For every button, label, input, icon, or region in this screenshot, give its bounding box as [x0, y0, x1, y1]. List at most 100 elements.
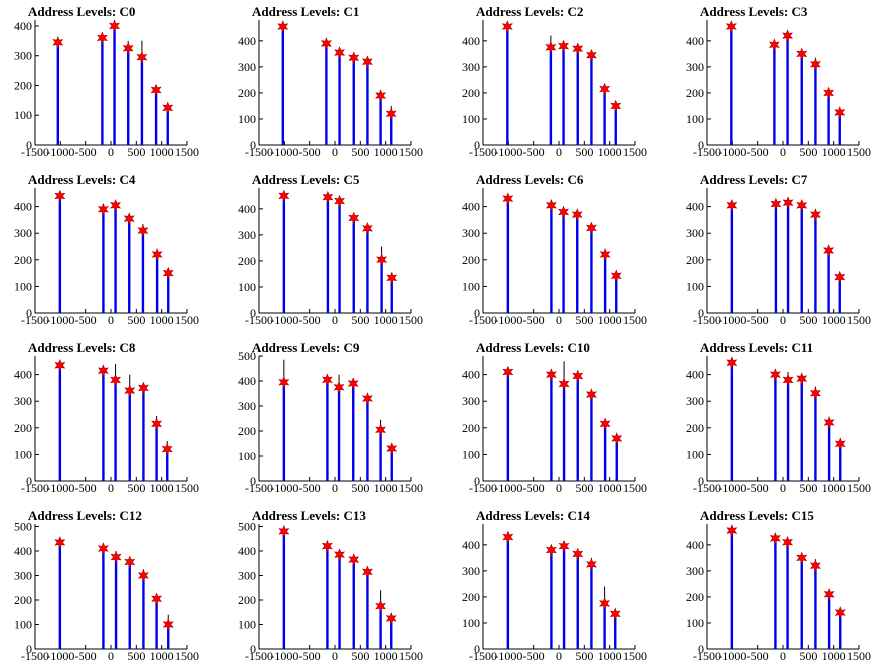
bar — [730, 205, 734, 313]
bar — [155, 423, 158, 481]
y-tick-label: 100 — [238, 449, 256, 463]
chart-svg: 0 100 200 300 400 -1500-1000 -500 0 500 1000 1500 — [238, 188, 423, 327]
x-tick-label: -1500 — [245, 481, 273, 495]
y-tick-label: 500 — [238, 349, 256, 363]
x-tick-label: 500 — [351, 313, 369, 327]
chart-panel: 0 100 200 300 400 -1500 -1000 -500 0 500 1000 1500 A… — [672, 0, 896, 168]
y-tick-label: 0 — [474, 138, 480, 152]
chart-title: Address Levels: C13 — [252, 508, 366, 523]
chart-title: Address Levels: C8 — [28, 340, 136, 355]
star-marker — [610, 269, 622, 283]
y-tick-label: 200 — [686, 421, 704, 435]
x-tick-label: 0 — [780, 145, 786, 159]
star-marker — [571, 208, 583, 221]
star-marker — [796, 372, 808, 385]
star-marker — [122, 41, 134, 55]
chart-panel: 0 100 200 300 400 -1500 -1000 -500 0 500 1000 1500 A… — [0, 336, 224, 504]
star-marker — [124, 555, 136, 569]
star-marker — [782, 196, 794, 209]
chart-svg: 0 100 200 300 400 -1500-1000 -500 0 500 1000 1500 — [14, 356, 199, 495]
star-marker — [136, 50, 148, 64]
y-tick-label: 0 — [474, 642, 480, 656]
bar — [166, 449, 169, 481]
x-tick-label: -500 — [747, 649, 769, 663]
y-tick-label: 200 — [14, 78, 32, 92]
y-tick-label: 400 — [238, 34, 256, 48]
star-marker — [151, 417, 163, 431]
bar — [800, 378, 803, 481]
star-marker — [796, 198, 808, 212]
x-tick-label: 1000 — [822, 481, 846, 495]
star-marker — [110, 373, 122, 387]
x-tick-label: 1000 — [598, 481, 622, 495]
bar — [839, 443, 842, 481]
star-marker — [348, 553, 360, 566]
x-tick-label: 0 — [108, 481, 114, 495]
chart-svg: 0 100 200 300 400 -1500-1000 -500 0 500 1000 1500 — [14, 19, 199, 159]
x-tick-label: -500 — [523, 313, 545, 327]
x-tick-label: 1500 — [623, 481, 647, 495]
star-marker — [585, 388, 597, 401]
star-marker — [572, 547, 584, 561]
x-tick-label: 1000 — [598, 649, 622, 663]
bar — [603, 254, 607, 313]
bar — [141, 230, 145, 313]
y-tick-label: 400 — [462, 34, 480, 48]
chart-svg: 0 100 200 300 400 -1500-1000 -500 0 500 1000 1500 — [462, 20, 647, 159]
x-tick-label: -500 — [75, 313, 97, 327]
bar — [282, 382, 286, 481]
chart-title: Address Levels: C11 — [700, 340, 814, 355]
x-tick-label: 0 — [780, 313, 786, 327]
y-tick-label: 300 — [14, 226, 32, 240]
bar — [562, 546, 566, 649]
chart-svg: 0 100 200 300 400 -1500-1000 -500 0 500 1000 1500 — [14, 188, 199, 327]
x-tick-label: -1000 — [494, 145, 522, 159]
y-tick-label: 400 — [14, 544, 32, 558]
star-marker — [54, 189, 66, 203]
bar — [774, 374, 777, 481]
star-marker — [361, 392, 373, 405]
y-tick-label: 100 — [686, 112, 704, 126]
x-tick-label: -500 — [299, 649, 321, 663]
y-tick-label: 200 — [686, 253, 704, 267]
x-tick-label: 1000 — [374, 145, 398, 159]
x-tick-label: -500 — [747, 481, 769, 495]
x-tick-label: -1000 — [718, 481, 746, 495]
chart-svg: 0 100 200 300 400 -1500-1000 -500 0 500 1000 1500 — [462, 188, 647, 327]
x-tick-label: -500 — [523, 649, 545, 663]
x-tick-label: -1000 — [270, 313, 298, 327]
star-marker — [823, 416, 835, 429]
star-marker — [334, 194, 346, 208]
chart-title: Address Levels: C14 — [476, 508, 590, 523]
bar — [338, 554, 341, 649]
star-marker — [585, 558, 597, 571]
y-tick-label: 0 — [474, 306, 480, 320]
bar — [379, 95, 382, 145]
y-tick-label: 300 — [686, 394, 704, 408]
star-marker — [96, 31, 108, 45]
y-tick-label: 0 — [26, 138, 32, 152]
x-tick-label: 1000 — [150, 313, 174, 327]
x-tick-label: -1500 — [21, 145, 49, 159]
y-tick-label: 200 — [14, 253, 32, 267]
x-tick-label: -1500 — [469, 145, 497, 159]
x-tick-label: 1000 — [374, 649, 398, 663]
chart-title: Address Levels: C0 — [28, 4, 136, 19]
star-marker — [385, 107, 397, 121]
star-marker — [123, 212, 135, 225]
x-tick-label: 500 — [127, 649, 145, 663]
bar — [390, 113, 393, 145]
y-tick-label: 0 — [26, 306, 32, 320]
y-tick-label: 0 — [698, 138, 704, 152]
star-marker — [321, 373, 333, 387]
star-marker — [333, 380, 345, 394]
bar — [379, 429, 382, 481]
star-marker — [347, 377, 359, 390]
bar — [800, 53, 803, 145]
bar — [827, 422, 831, 481]
bar — [281, 26, 285, 146]
chart-title: Address Levels: C3 — [700, 4, 808, 19]
y-tick-label: 400 — [686, 538, 704, 552]
star-marker — [502, 192, 514, 205]
star-marker — [124, 384, 136, 397]
